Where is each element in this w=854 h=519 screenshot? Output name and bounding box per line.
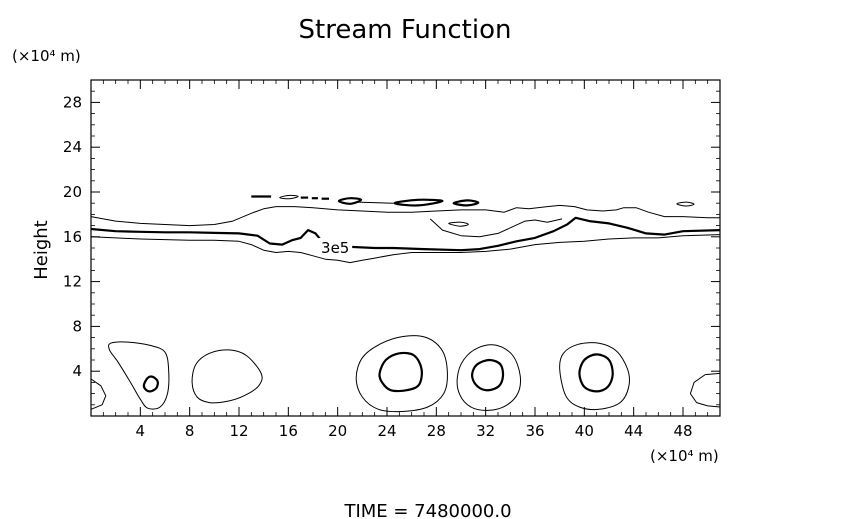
x-tick-label: 4 [136, 422, 146, 440]
y-tick-label: 8 [72, 317, 82, 335]
contour-cell-c-outer [355, 335, 448, 413]
x-tick-label: 12 [229, 422, 248, 440]
footer-time: TIME = 7480000.0 [343, 501, 511, 519]
contour-cell-b-outer [191, 349, 263, 404]
x-tick-label: 44 [624, 422, 643, 440]
x-tick-label: 24 [377, 422, 396, 440]
x-tick-label: 36 [525, 422, 544, 440]
y-tick-label: 28 [63, 93, 82, 111]
contour-fragment-8 [393, 198, 444, 207]
contour-fragment-11 [676, 201, 695, 207]
contour-cell-c-inner [378, 351, 423, 393]
y-unit-label: (×10⁴ m) [12, 47, 81, 65]
major-ticks [91, 80, 720, 416]
contour-fragment-2 [279, 194, 299, 200]
x-unit-label: (×10⁴ m) [650, 447, 719, 465]
x-tick-label: 32 [476, 422, 495, 440]
contour-fragment-10 [448, 221, 469, 227]
contour-fragment-9 [452, 199, 480, 207]
y-tick-label: 16 [63, 228, 82, 246]
x-tick-label: 48 [673, 422, 692, 440]
contour-cell-f-outer [689, 372, 721, 408]
x-tick-label: 16 [279, 422, 298, 440]
contour-cell-g-outer [90, 378, 107, 410]
contour-main-3e5 [90, 216, 721, 252]
contour-cell-e-inner [578, 353, 614, 393]
x-tick-label: 20 [328, 422, 347, 440]
x-tick-label: 8 [185, 422, 195, 440]
plot-frame [90, 79, 721, 417]
x-tick-labels: 4 8 12 16 20 24 28 32 36 40 44 48 [136, 422, 693, 440]
x-tick-label: 40 [575, 422, 594, 440]
contour-lines [90, 194, 721, 413]
contour-cell-e-outer [559, 342, 630, 411]
y-tick-label: 24 [63, 138, 82, 156]
contour-cell-a-outer [108, 341, 170, 410]
contour-upper-bulge [429, 218, 563, 238]
contour-lower-outer [90, 234, 721, 264]
y-tick-labels: 4 8 12 16 20 24 28 [63, 93, 82, 380]
y-tick-label: 4 [72, 362, 82, 380]
contour-cell-d-outer [456, 344, 521, 411]
contour-fragment-6 [337, 197, 363, 205]
y-tick-label: 12 [63, 273, 82, 291]
y-axis-label: Height [31, 220, 52, 280]
chart-title: Stream Function [299, 15, 512, 45]
contour-fragment-7 [357, 201, 394, 204]
x-tick-label: 28 [427, 422, 446, 440]
contour-cell-a-inner [142, 375, 159, 393]
contour-label: 3e5 [321, 239, 349, 257]
contour-upper-outer [90, 204, 720, 227]
y-tick-label: 20 [63, 183, 82, 201]
contour-label-background [318, 238, 353, 256]
contour-cell-d-inner [470, 358, 505, 392]
minor-ticks [91, 80, 720, 416]
